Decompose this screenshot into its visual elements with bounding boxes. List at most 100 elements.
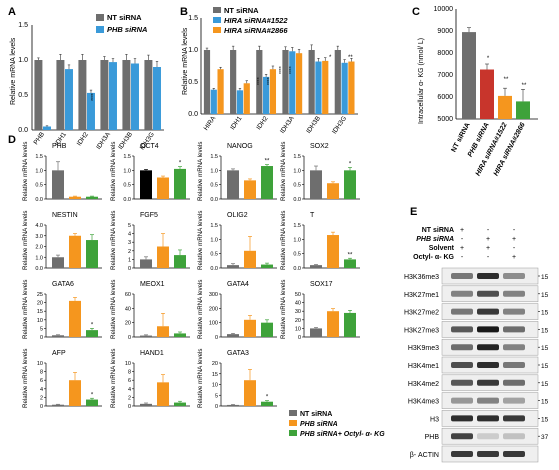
bar	[87, 92, 95, 130]
gene-label: PHB	[52, 143, 67, 150]
gene-label: T	[310, 212, 315, 219]
panel-a-sig: ****	[91, 93, 97, 101]
panel-b-ytick: 0.0	[188, 111, 198, 118]
y-tick-label: 0.5	[123, 183, 131, 189]
blot-band	[503, 273, 525, 279]
y-tick-label: 300	[209, 292, 218, 298]
y-tick-label: 100	[209, 321, 218, 327]
blot-band	[503, 290, 525, 297]
bar	[86, 399, 98, 406]
bar	[282, 50, 289, 114]
panel-a-legend-phb: PHB siRNA	[107, 25, 147, 34]
bar	[462, 32, 476, 119]
blot-band	[503, 433, 525, 440]
bar	[310, 265, 322, 268]
y-tick-label: 1.0	[35, 255, 43, 261]
y-tick-label: 1.0	[210, 168, 218, 174]
gene-label: HAND1	[140, 350, 164, 357]
y-tick-label: 8	[40, 370, 43, 376]
y-tick-label: 1.0	[293, 168, 301, 174]
panel-b-letter: B	[180, 6, 188, 18]
y-tick-label: 0	[215, 335, 218, 341]
y-tick-label: 0.5	[293, 183, 301, 189]
panel-c-ylabel: Intracellular α- KG (nmol/ L)	[418, 38, 425, 124]
bar	[52, 170, 64, 199]
bar	[227, 170, 239, 199]
blot-band	[477, 273, 499, 279]
gene-label: MEOX1	[140, 281, 165, 288]
bar	[230, 50, 237, 114]
blot-label: β- ACTIN	[410, 452, 439, 459]
panel-e-blots: NT siRNA + - -PHB siRNA - + +Solvent + + -Octyl- …	[404, 227, 549, 463]
y-tick-label: 0	[215, 404, 218, 410]
blot-band	[503, 379, 525, 386]
bar	[261, 264, 273, 268]
x-tick-label: IDH3A	[279, 115, 296, 135]
blot-band	[451, 344, 473, 351]
y-tick-label: 5	[40, 326, 43, 332]
gene-label: GATA4	[227, 281, 249, 288]
y-tick-label: 0.5	[35, 183, 43, 189]
gene-label: NESTIN	[52, 212, 78, 219]
y-tick-label: 10	[212, 383, 218, 389]
significance-mark: *	[91, 392, 94, 398]
y-tick-label: 1.0	[35, 168, 43, 174]
bar	[261, 322, 273, 337]
panel-b-sig: ****	[257, 77, 263, 85]
panel-b-sig: ****	[289, 66, 295, 74]
condition-label: Octyl- α- KG	[413, 254, 454, 261]
x-tick-label: IDH3B	[305, 115, 322, 135]
condition-mark: +	[512, 254, 516, 261]
bar	[157, 382, 169, 406]
panel-c-sig: **	[522, 83, 527, 89]
y-tick-label: 1.0	[293, 237, 301, 243]
significance-mark: *	[91, 322, 94, 328]
molecular-weight-label: 15	[541, 345, 549, 352]
bar	[52, 404, 64, 406]
blot-label: H3K4me1	[408, 363, 439, 370]
bar	[256, 50, 263, 114]
panel-c-ytick: 5000	[437, 116, 453, 123]
y-tick-label: 2	[128, 395, 131, 401]
y-tick-label: 1.5	[293, 154, 301, 160]
y-tick-label: 1.5	[35, 154, 43, 160]
molecular-weight-label: 15	[541, 310, 549, 317]
panel-a: A Relative mRNA levels 0.0 0.5 1.0 1.5 P…	[8, 6, 164, 151]
blot-band	[477, 362, 499, 368]
x-tick-label: IDH3G	[331, 115, 348, 135]
panel-c-ytick: 8000	[437, 50, 453, 57]
legend-swatch-nt	[213, 7, 221, 13]
blot-band	[451, 290, 473, 297]
blot-band	[451, 451, 473, 457]
significance-mark: *	[349, 161, 352, 167]
gene-label: GATA6	[52, 281, 74, 288]
molecular-weight-label: 15	[541, 292, 549, 299]
molecular-weight-label: 37	[541, 434, 549, 441]
y-tick-label: 200	[209, 306, 218, 312]
panel-d-legend-nt: NT siRNA	[300, 411, 332, 418]
panel-d-grid: PHB Relative mRNA levels 0.0 0.5 1.0 1.5 OCT4 R…	[22, 142, 360, 410]
bar	[153, 67, 161, 130]
bar	[310, 328, 322, 337]
bar	[144, 60, 153, 130]
y-tick-label: 1.0	[210, 237, 218, 243]
y-tick-label: 0.0	[35, 197, 43, 203]
panel-c-ytick: 7000	[437, 72, 453, 79]
bar	[56, 60, 65, 130]
panel-d-legend-phb: PHB siRNA	[300, 421, 338, 428]
bar	[516, 101, 530, 119]
y-tick-label: 2	[128, 249, 131, 255]
bar	[236, 90, 244, 114]
y-tick-label: 0.0	[293, 197, 301, 203]
y-tick-label: 6	[128, 378, 131, 384]
x-tick-label: IDH2	[76, 131, 90, 147]
panel-a-letter: A	[8, 6, 16, 18]
y-axis-label: Relative mRNA levels	[22, 142, 29, 202]
y-tick-label: 4.0	[35, 223, 43, 229]
bar	[244, 180, 256, 199]
blot-band	[503, 308, 525, 315]
legend-swatch-phb	[96, 26, 104, 33]
y-axis-label: Relative mRNA levels	[280, 211, 287, 271]
blot-band	[451, 397, 473, 404]
y-tick-label: 20	[125, 321, 131, 327]
